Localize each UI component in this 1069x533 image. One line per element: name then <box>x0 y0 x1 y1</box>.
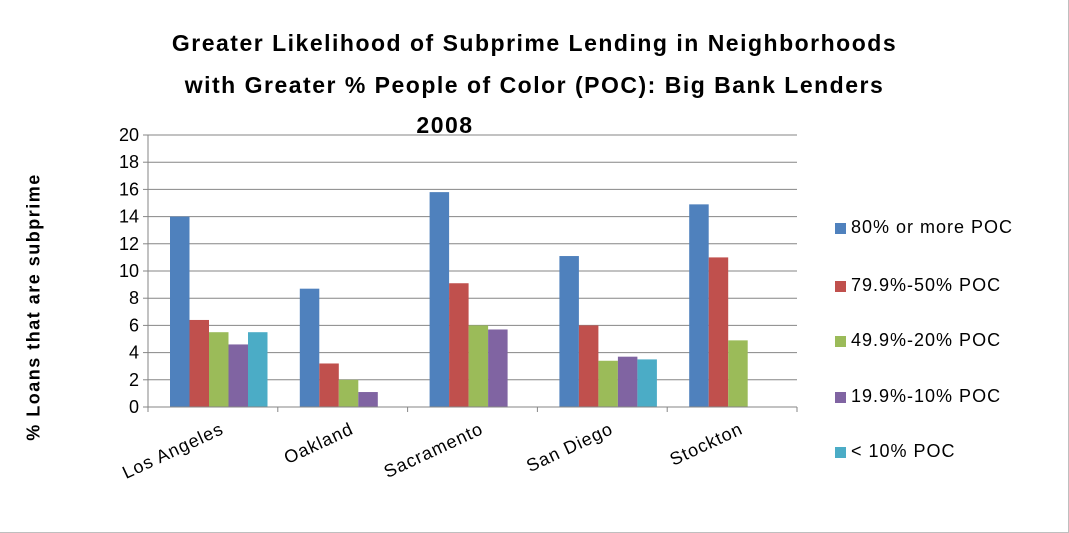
x-tick-label: Stockton <box>667 418 746 469</box>
bar-san-diego-series-3 <box>617 356 638 407</box>
x-tick-label: Los Angeles <box>119 418 226 482</box>
y-tick-label: 6 <box>129 315 139 335</box>
bar-san-diego-series-1 <box>578 325 599 407</box>
chart-title-line-1: Greater Likelihood of Subprime Lending i… <box>171 30 898 56</box>
bar-stockton-series-2 <box>728 340 748 407</box>
legend-swatch-79-50 <box>835 281 846 292</box>
y-tick-label: 10 <box>119 261 139 281</box>
bar-san-diego-series-0 <box>559 256 579 407</box>
x-tick-label: San Diego <box>523 418 616 475</box>
legend-label-80-or-more: 80% or more POC <box>851 217 1014 237</box>
legend-swatch-49-20 <box>835 336 846 347</box>
bar-sacramento-series-3 <box>488 329 508 407</box>
legend-label-79-50: 79.9%-50% POC <box>851 275 1002 295</box>
y-tick-label: 20 <box>119 125 139 145</box>
bar-stockton-series-0 <box>689 204 709 407</box>
y-tick-label: 2 <box>129 370 139 390</box>
bar-oakland-series-2 <box>338 379 359 407</box>
bar-los-angeles-series-0 <box>170 216 190 407</box>
legend-label-19-10: 19.9%-10% POC <box>851 386 1002 406</box>
bar-oakland-series-0 <box>299 288 320 407</box>
y-tick-label: 4 <box>129 343 139 363</box>
bar-sacramento-series-2 <box>468 325 489 407</box>
legend-swatch-80-or-more <box>835 223 846 234</box>
bar-san-diego-series-2 <box>598 360 618 407</box>
bar-oakland-series-1 <box>319 363 339 407</box>
legend-label-49-20: 49.9%-20% POC <box>851 330 1002 350</box>
bar-sacramento-series-1 <box>449 283 469 407</box>
bar-los-angeles-series-2 <box>209 332 229 407</box>
legend-swatch-19-10 <box>835 392 846 403</box>
y-tick-label: 0 <box>129 397 139 417</box>
y-tick-label: 12 <box>119 234 139 254</box>
y-tick-label: 16 <box>119 179 139 199</box>
bar-oakland-series-3 <box>358 392 378 407</box>
bar-stockton-series-1 <box>708 257 729 407</box>
chart-title-line-3: 2008 <box>416 112 474 138</box>
bar-sacramento-series-0 <box>429 192 450 407</box>
legend-label-under-10: < 10% POC <box>851 441 956 461</box>
bar-los-angeles-series-4 <box>248 332 268 407</box>
x-tick-label: Oakland <box>281 418 357 467</box>
bar-san-diego-series-4 <box>637 359 657 407</box>
chart-title-line-2: with Greater % People of Color (POC): Bi… <box>184 72 885 98</box>
bar-los-angeles-series-1 <box>189 319 209 407</box>
y-tick-label: 8 <box>129 288 139 308</box>
bar-los-angeles-series-3 <box>228 344 248 407</box>
legend-swatch-under-10 <box>835 447 846 458</box>
x-tick-label: Sacramento <box>381 418 486 481</box>
y-tick-label: 18 <box>119 152 139 172</box>
y-tick-label: 14 <box>119 207 139 227</box>
